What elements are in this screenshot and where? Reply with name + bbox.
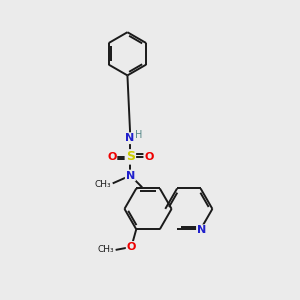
Text: O: O: [107, 152, 116, 162]
Text: H: H: [134, 130, 142, 140]
Text: S: S: [126, 150, 135, 164]
Text: N: N: [197, 225, 206, 235]
Text: CH₃: CH₃: [97, 245, 114, 254]
Text: O: O: [144, 152, 154, 162]
Text: O: O: [127, 242, 136, 252]
Text: N: N: [125, 133, 134, 143]
Text: N: N: [126, 170, 135, 181]
Text: CH₃: CH₃: [94, 180, 111, 189]
